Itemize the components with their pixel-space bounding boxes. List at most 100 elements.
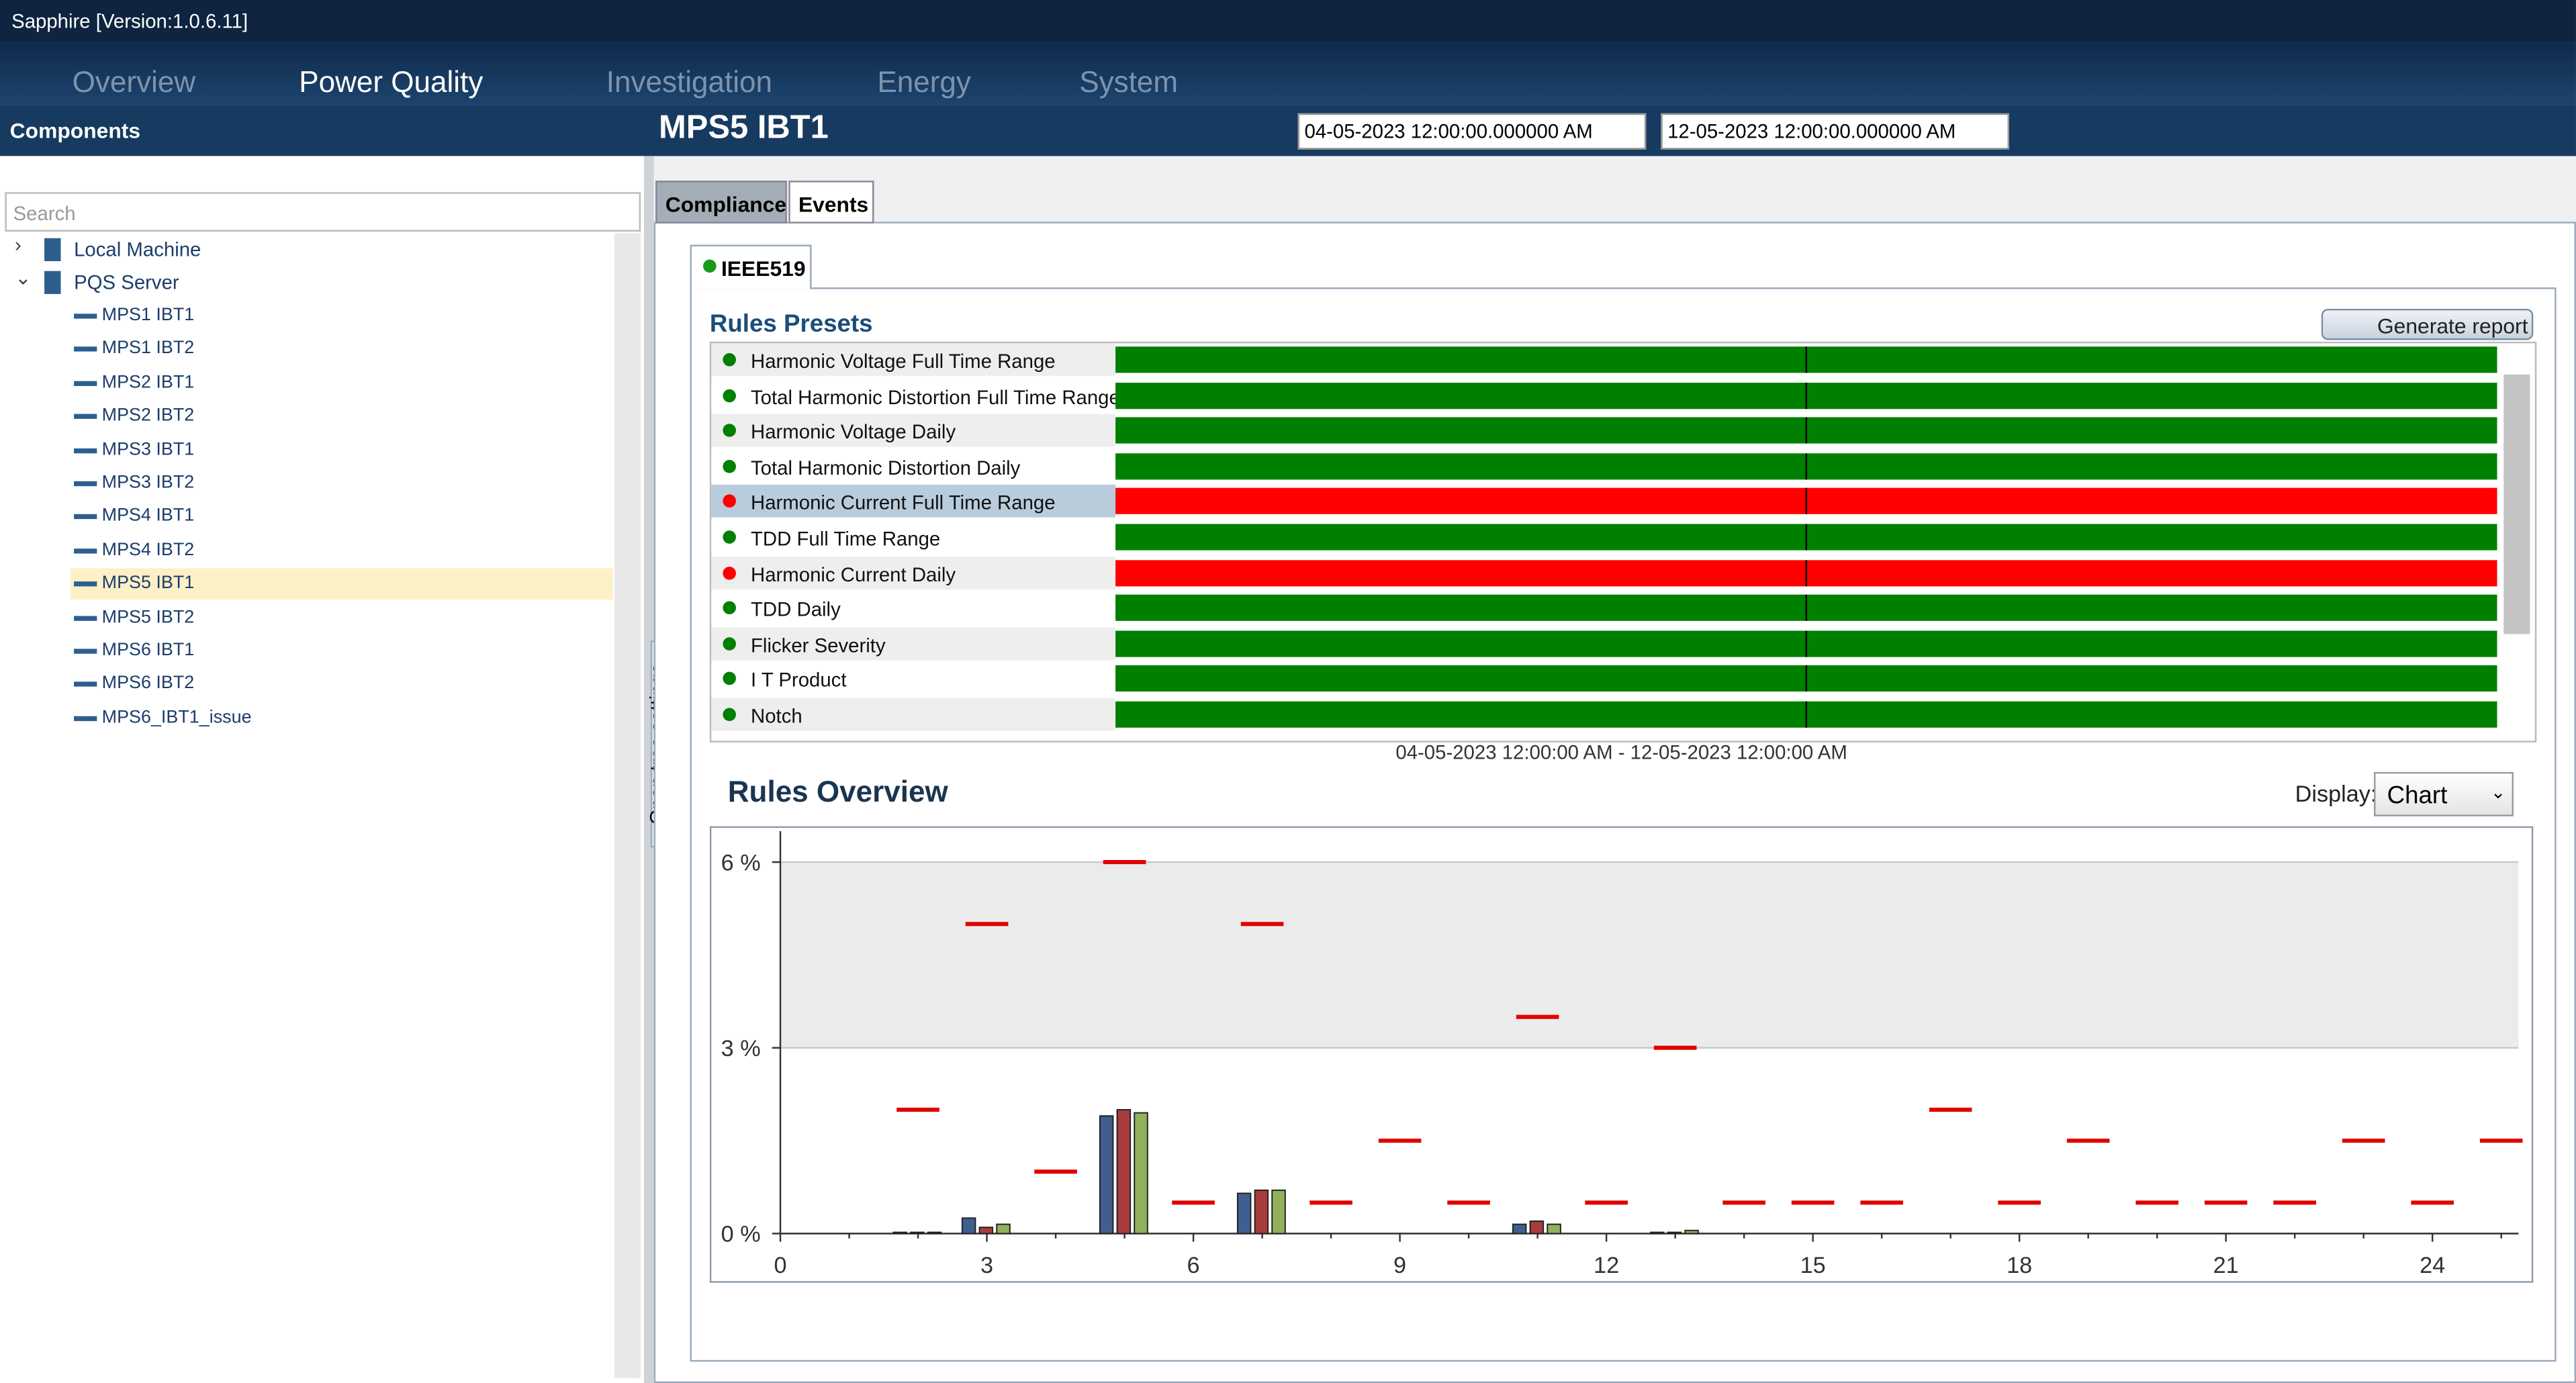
x-tick-label: 21 [2213,1253,2239,1278]
y-tick-label: 6 % [721,850,761,875]
tree-leaf[interactable]: MPS6 IBT1 [101,640,195,661]
preset-label[interactable]: I T Product [751,669,847,692]
bar [1649,1231,1665,1235]
title-bar [0,0,2576,43]
tree-leaf-icon [74,481,97,487]
preset-divider [1805,524,1808,551]
tree-leaf-icon [74,548,97,554]
preset-row[interactable] [711,662,1116,696]
sidebar [0,156,644,1383]
start-date[interactable]: 04-05-2023 12:00:00.000000 AM [1297,113,1647,150]
preset-row[interactable] [711,379,1116,412]
end-date[interactable]: 12-05-2023 12:00:00.000000 AM [1661,113,2009,150]
preset-label[interactable]: Total Harmonic Distortion Daily [751,456,1021,479]
scrollbar[interactable] [614,233,641,1378]
x-tick-label: 12 [1594,1253,1619,1278]
bar [1271,1189,1286,1235]
tree-leaf[interactable]: MPS5 IBT2 [101,607,195,627]
tree-leaf[interactable]: MPS4 IBT1 [101,506,195,526]
bar [1236,1192,1252,1235]
preset-row[interactable] [711,485,1116,518]
page-title: MPS5 IBT1 [659,109,829,146]
bar [1116,1108,1132,1235]
search-box[interactable]: Search [5,192,641,232]
generate-report[interactable]: Generate report [2321,308,2534,340]
tree-leaf[interactable]: MPS5 IBT1 [101,573,195,593]
preset-divider [1805,346,1808,373]
preset-label[interactable]: Harmonic Current Daily [751,563,956,586]
preset-label[interactable]: TDD Daily [751,598,841,622]
tree-leaf-icon [74,615,97,620]
preset-dot [723,566,736,579]
tree-leaf[interactable]: MPS1 IBT1 [101,305,195,326]
preset-divider [1805,630,1808,657]
nav-item[interactable]: Overview [72,65,196,99]
preset-row[interactable] [711,520,1116,554]
tree-leaf-icon [74,514,97,520]
display-select[interactable]: Chart ⌄ [2374,771,2514,816]
tree-leaf[interactable]: MPS3 IBT1 [101,439,195,460]
nav-item[interactable]: Energy [877,65,971,99]
display-label: Display: [2295,780,2377,807]
bar [1529,1220,1545,1235]
splitter [643,156,654,1383]
tree-leaf[interactable]: MPS2 IBT1 [101,372,195,393]
preset-label[interactable]: Harmonic Voltage Full Time Range [751,350,1056,373]
tree-node[interactable]: Local Machine [74,238,201,262]
preset-row[interactable] [711,627,1116,661]
preset-row[interactable] [711,414,1116,447]
preset-label[interactable]: Total Harmonic Distortion Full Time Rang… [751,385,1120,409]
preset-row[interactable] [711,449,1116,483]
nav-item[interactable]: Investigation [606,65,772,99]
preset-dot [723,672,736,686]
preset-label[interactable]: Harmonic Voltage Daily [751,420,956,444]
nav-item[interactable]: System [1079,65,1179,99]
end-date-text: 12-05-2023 12:00:00.000000 AM [1667,120,1956,143]
subtab-dot [703,259,717,273]
bar [1667,1231,1682,1235]
preset-row[interactable] [711,556,1116,589]
preset-row[interactable] [711,343,1116,377]
preset-dot [723,459,736,473]
tree-leaf[interactable]: MPS6 IBT2 [101,674,195,694]
subtab[interactable]: IEEE519 [690,244,812,289]
nav-item[interactable]: Power Quality [299,65,484,99]
x-tick-label: 15 [1800,1253,1826,1278]
tree-leaf-icon [74,682,97,687]
generate-report-text: Generate report [2377,314,2528,338]
preset-row[interactable] [711,698,1116,731]
bar [1134,1112,1148,1235]
preset-label[interactable]: TDD Full Time Range [751,527,941,551]
bar [978,1227,994,1235]
tree-leaf[interactable]: MPS1 IBT2 [101,338,195,359]
tree-node[interactable]: PQS Server [74,271,179,294]
x-tick-label: 9 [1393,1253,1406,1278]
tree-leaf[interactable]: MPS2 IBT2 [101,406,195,426]
tree-selection [71,568,613,600]
x-tick-label: 0 [774,1253,787,1278]
bar [1547,1223,1561,1235]
bar [1099,1115,1114,1235]
tree-leaf-icon [74,381,97,386]
tree-expander[interactable]: ⌄ [15,266,32,289]
preset-label[interactable]: Harmonic Current Full Time Range [751,491,1056,515]
presets-scroll[interactable] [2503,374,2530,634]
tab[interactable]: Compliance [655,181,787,224]
tree-leaf[interactable]: MPS6_IBT1_issue [101,707,252,728]
tab[interactable]: Events [788,181,874,224]
tab-text: Events [798,192,869,217]
preset-label[interactable]: Flicker Severity [751,633,886,657]
x-tick-label: 3 [980,1253,993,1278]
bar [927,1231,942,1235]
tree-leaf-icon [74,649,97,654]
tree-leaf[interactable]: MPS3 IBT2 [101,473,195,493]
preset-label[interactable]: Notch [751,704,802,728]
window-title: Sapphire [Version:1.0.6.11] [11,9,248,33]
preset-dot [723,388,736,402]
tree-leaf[interactable]: MPS4 IBT2 [101,540,195,560]
preset-row[interactable] [711,591,1116,625]
tree-icon [44,238,61,262]
tree-expander[interactable]: › [15,233,21,256]
y-tick-label: 3 % [721,1036,761,1061]
bar [1512,1223,1527,1235]
